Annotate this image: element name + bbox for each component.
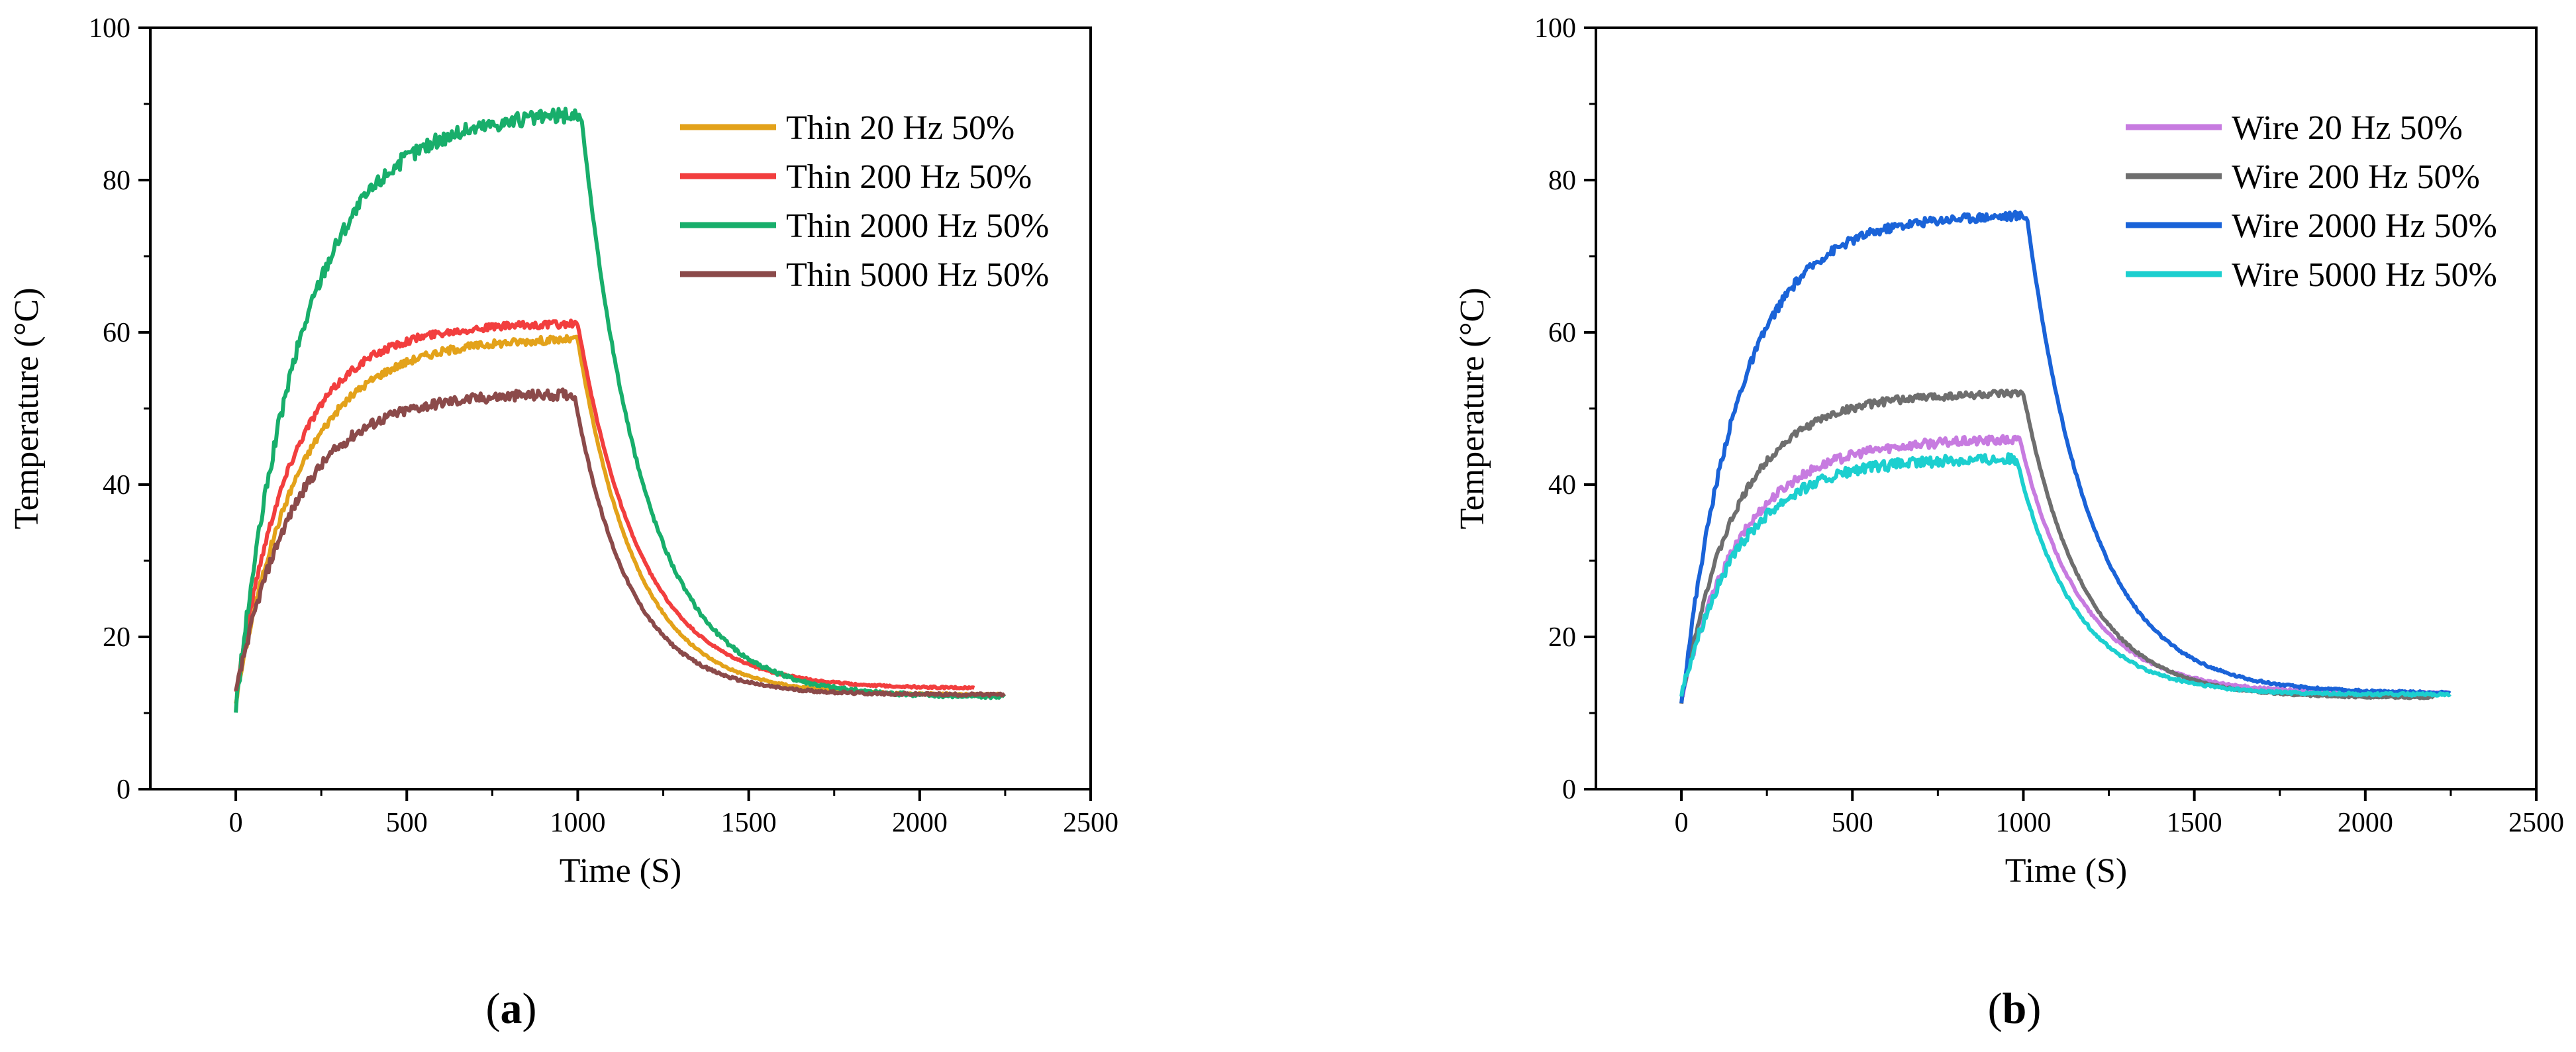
panel-b-y-tick-label: 100 [1534, 13, 1576, 44]
panel-a-label-letter: a [501, 984, 522, 1033]
panel-b-x-tick-label: 2500 [2508, 808, 2564, 838]
panel-a-legend-label-1: Thin 20 Hz 50% [786, 109, 1015, 147]
panel-b-legend-label-1: Wire 20 Hz 50% [2232, 109, 2463, 147]
panel-b-series-line-1 [1681, 434, 2451, 698]
panel-b-y-axis-title: Temperature (°C) [1454, 287, 1491, 529]
panel-b-label-open: ( [1988, 984, 2003, 1033]
panel-a-x-tick-label: 0 [229, 808, 243, 838]
panel-b-series-line-4 [1679, 452, 2452, 698]
panel-b-legend-label-3: Wire 2000 Hz 50% [2232, 207, 2497, 245]
panel-b-series-group [1679, 209, 2452, 704]
panel-a: 0 500 1000 1500 2000 2500 0 20 40 60 80 100 Time (S)… [8, 13, 1118, 1033]
panel-a-y-tick-label: 20 [103, 622, 130, 653]
panel-a-legend-label-4: Thin 5000 Hz 50% [786, 256, 1049, 294]
panel-a-x-tick-label: 1000 [550, 808, 605, 838]
panel-b-y-tick-label: 80 [1548, 166, 1576, 196]
panel-b-series-line-3 [1679, 209, 2452, 704]
panel-a-series-line-2 [234, 318, 975, 693]
panel-a-legend-label-2: Thin 200 Hz 50% [786, 158, 1032, 196]
panel-a-y-tick-label: 80 [103, 166, 130, 196]
panel-b-x-tick-label: 1000 [1995, 808, 2051, 838]
panel-a-series-line-4 [234, 387, 1006, 698]
panel-b-legend-label-4: Wire 5000 Hz 50% [2232, 256, 2497, 294]
panel-b-x-tick-label: 0 [1675, 808, 1689, 838]
panel-b-label-close: ) [2026, 984, 2041, 1033]
panel-b-x-tick-label: 500 [1832, 808, 1873, 838]
panel-a-x-tick-label: 1500 [721, 808, 777, 838]
panel-b-x-tick-label: 1500 [2167, 808, 2222, 838]
panel-a-series-line-3 [234, 107, 1006, 713]
panel-b-label-letter: b [2003, 984, 2027, 1033]
panel-a-y-tick-label: 100 [89, 13, 130, 44]
panel-b-series-line-2 [1679, 388, 2436, 704]
panel-a-label-open: ( [486, 984, 501, 1033]
panel-b-legend-label-2: Wire 200 Hz 50% [2232, 158, 2480, 196]
panel-a-series-group [234, 107, 1006, 713]
panel-b: 0 500 1000 1500 2000 2500 0 20 40 60 80 100 Time (S)… [1454, 13, 2564, 1033]
panel-a-y-tick-label: 60 [103, 318, 130, 348]
panel-a-legend-label-3: Thin 2000 Hz 50% [786, 207, 1049, 245]
panel-b-label: (b) [1988, 984, 2042, 1033]
panel-a-label-close: ) [522, 984, 537, 1033]
panel-a-x-axis-title: Time (S) [560, 852, 681, 890]
panel-b-y-tick-label: 60 [1548, 318, 1576, 348]
panel-b-x-axis-title: Time (S) [2005, 852, 2127, 890]
panel-b-y-tick-label: 0 [1562, 775, 1576, 805]
panel-a-x-tick-label: 500 [386, 808, 428, 838]
panel-a-x-tick-label: 2500 [1063, 808, 1118, 838]
panel-b-y-tick-label: 40 [1548, 470, 1576, 501]
panel-a-label: (a) [486, 984, 537, 1033]
panel-b-y-tick-label: 20 [1548, 622, 1576, 653]
panel-b-x-tick-label: 2000 [2338, 808, 2393, 838]
panel-a-y-axis-title: Temperature (°C) [8, 287, 46, 529]
panel-a-y-tick-label: 0 [117, 775, 130, 805]
panel-a-y-tick-label: 40 [103, 470, 130, 501]
panel-a-x-tick-label: 2000 [892, 808, 948, 838]
